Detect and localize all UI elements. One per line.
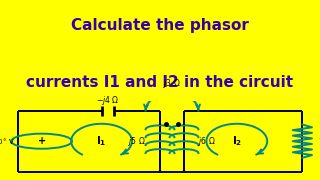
Text: Calculate the phasor: Calculate the phasor (71, 18, 249, 33)
Text: $\mathbf{I_2}$: $\mathbf{I_2}$ (232, 134, 242, 148)
Text: $-j4\ \Omega$: $-j4\ \Omega$ (96, 94, 120, 107)
Text: $12\ \Omega$: $12\ \Omega$ (318, 136, 320, 147)
Text: currents I1 and I2 in the circuit: currents I1 and I2 in the circuit (27, 75, 293, 90)
Text: $j6\ \Omega$: $j6\ \Omega$ (198, 135, 216, 148)
Text: $\mathbf{I_1}$: $\mathbf{I_1}$ (96, 134, 107, 148)
Text: $12\!\angle\!0°\ \mathrm{V}$: $12\!\angle\!0°\ \mathrm{V}$ (0, 136, 14, 146)
Text: +: + (37, 136, 46, 146)
Text: $j5\ \Omega$: $j5\ \Omega$ (128, 135, 146, 148)
Text: $j3\ \Omega$: $j3\ \Omega$ (163, 77, 181, 90)
